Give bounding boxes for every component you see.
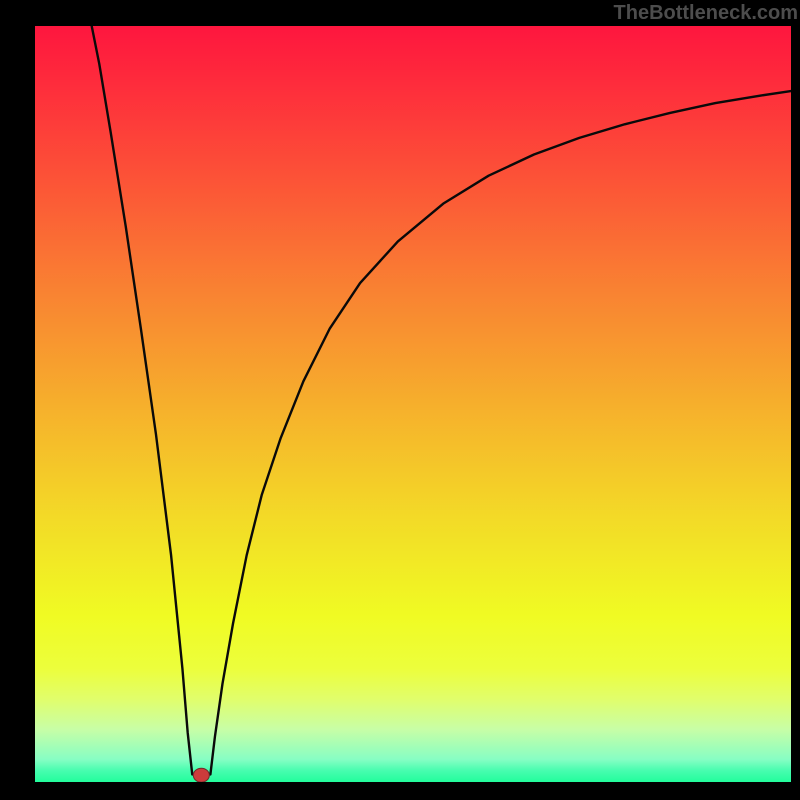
plot-svg [35, 26, 791, 782]
chart-canvas: TheBottleneck.com [0, 0, 800, 800]
gradient-background [35, 26, 791, 782]
plot-area [35, 26, 791, 782]
watermark-text: TheBottleneck.com [614, 2, 798, 25]
optimum-marker [193, 768, 209, 782]
